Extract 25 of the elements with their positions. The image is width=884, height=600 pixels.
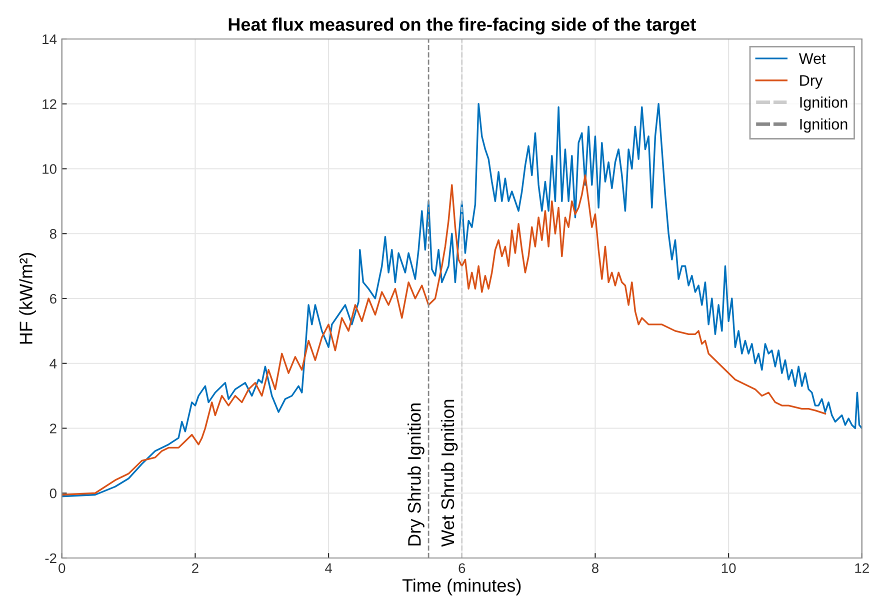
- x-axis-title: Time (minutes): [402, 578, 521, 596]
- y-tick-label: 2: [50, 424, 56, 434]
- y-tick-label: -2: [45, 553, 56, 564]
- x-tick-label: 2: [192, 563, 198, 573]
- x-tick-label: 6: [458, 563, 466, 574]
- legend-label: Wet: [798, 53, 826, 64]
- y-tick-label: 0: [50, 488, 56, 498]
- annotation: Wet Shrub Ignition: [440, 400, 458, 547]
- y-tick-label: 6: [50, 294, 56, 304]
- x-tick-label: 0: [58, 563, 66, 574]
- annotation: Dry Shrub Ignition: [408, 404, 424, 546]
- x-tick-label: 4: [325, 563, 332, 573]
- y-tick-label: 8: [50, 228, 56, 239]
- y-tick-label: 14: [42, 34, 57, 44]
- y-axis-title: HF (kW/m²): [19, 252, 36, 344]
- legend-label: Dry: [800, 75, 823, 89]
- x-tick-label: 12: [855, 563, 869, 573]
- x-tick-label: 10: [722, 563, 736, 574]
- chart-title: Heat flux measured on the fire-facing side of the target: [228, 18, 696, 34]
- legend-label: Ignition: [800, 96, 848, 111]
- y-tick-label: 12: [42, 99, 56, 109]
- y-tick-label: 4: [50, 358, 57, 368]
- y-tick-label: 10: [42, 164, 56, 174]
- legend-label: Ignition: [800, 118, 848, 133]
- x-tick-label: 8: [592, 563, 598, 574]
